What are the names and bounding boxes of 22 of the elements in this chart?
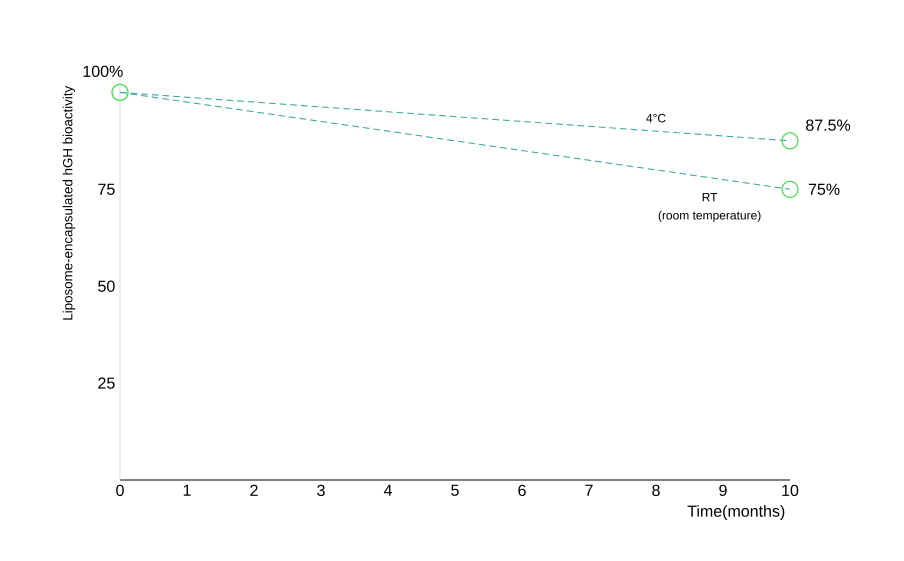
- data-label: 75%: [808, 184, 840, 195]
- y-axis-title: Liposome-encapsulated hGH bioactivity: [62, 86, 76, 320]
- x-tick-label: 3: [317, 484, 325, 496]
- y-tick-label: 25: [98, 377, 115, 389]
- series-label: RT: [702, 193, 718, 202]
- series-label: 4°C: [646, 114, 666, 122]
- data-label: 100%: [84, 66, 123, 77]
- x-tick-label: 10: [782, 484, 798, 496]
- x-tick-label: 5: [451, 484, 459, 496]
- y-tick-label: 50: [98, 280, 115, 292]
- x-tick-label: 9: [719, 484, 727, 496]
- x-tick-label: 7: [585, 484, 593, 496]
- x-tick-label: 4: [384, 484, 392, 496]
- x-tick-label: 8: [652, 484, 660, 496]
- x-tick-label: 0: [116, 484, 124, 496]
- y-tick-label: 75: [98, 184, 115, 195]
- x-tick-label: 1: [184, 484, 191, 496]
- annotation: (room temperature): [658, 210, 761, 222]
- data-label: 87.5%: [806, 119, 850, 131]
- x-tick-label: 6: [518, 484, 526, 496]
- x-tick-label: 2: [250, 484, 258, 496]
- x-axis-title: Time(months): [688, 505, 784, 520]
